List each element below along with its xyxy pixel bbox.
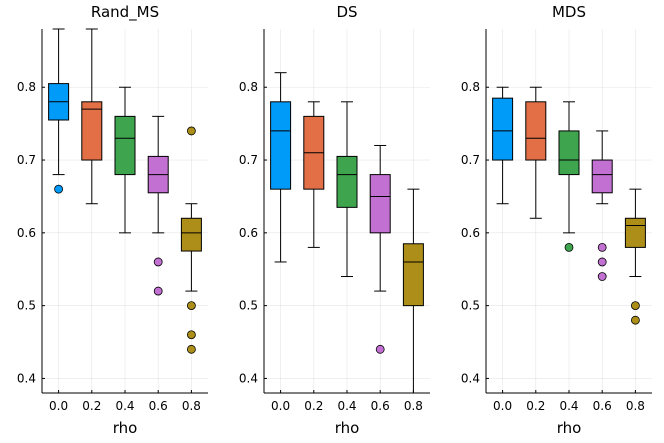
- box-0.2: [81, 28, 103, 205]
- iqr-box: [591, 159, 613, 194]
- y-tick-label: 0.7: [461, 153, 480, 167]
- iqr-box: [558, 130, 580, 176]
- x-tick-label: 0.2: [526, 399, 545, 413]
- box-0.4: [558, 101, 580, 252]
- iqr-box: [81, 101, 103, 161]
- y-tick-label: 0.4: [461, 371, 480, 385]
- iqr-box: [369, 174, 391, 234]
- y-tick-label: 0.7: [239, 153, 258, 167]
- x-tick-label: 0.2: [304, 399, 323, 413]
- outlier-point: [631, 315, 640, 325]
- iqr-box: [624, 217, 646, 248]
- box-0.6: [369, 144, 391, 354]
- y-tick-label: 0.6: [17, 226, 36, 240]
- x-tick-label: 0.6: [149, 399, 168, 413]
- y-tick-label: 0.8: [461, 80, 480, 94]
- outlier-point: [153, 257, 163, 267]
- outlier-point: [597, 272, 607, 281]
- x-tick-label: 0.2: [82, 399, 101, 413]
- outlier-point: [631, 301, 640, 311]
- box-0.2: [303, 101, 325, 248]
- subplot-title: MDS: [552, 3, 586, 21]
- x-tick-label: 0.8: [626, 399, 645, 413]
- outlier-point: [564, 242, 574, 252]
- x-tick-label: 0.0: [271, 399, 290, 413]
- box-0.4: [336, 101, 358, 278]
- y-tick-label: 0.4: [17, 371, 36, 385]
- outlier-point: [153, 286, 163, 296]
- box-0.0: [270, 72, 292, 263]
- iqr-box: [270, 101, 292, 190]
- iqr-box: [114, 115, 136, 176]
- box-0.8: [624, 188, 646, 325]
- outlier-point: [597, 242, 607, 252]
- outlier-point: [186, 301, 196, 311]
- x-tick-label: 0.8: [182, 399, 201, 413]
- box-0.0: [48, 28, 70, 194]
- subplot-title: DS: [336, 3, 357, 21]
- iqr-box: [180, 217, 202, 252]
- x-tick-label: 0.0: [49, 399, 68, 413]
- outlier-point: [186, 344, 196, 354]
- subplot-ds: 0.4 0.5 0.6 0.7 0.8 0.0 0.2 0.4 0.6 0.8 DS rho: [239, 3, 430, 437]
- box-0.8: [402, 188, 424, 394]
- x-axis-label: rho: [557, 419, 582, 437]
- x-tick-label: 0.0: [493, 399, 512, 413]
- box-0.6: [147, 115, 169, 296]
- y-tick-label: 0.8: [17, 80, 36, 94]
- iqr-box: [402, 243, 424, 307]
- box-0.6: [591, 130, 613, 281]
- y-tick-label: 0.5: [17, 299, 36, 313]
- box-0.4: [114, 86, 136, 234]
- y-tick-label: 0.5: [461, 299, 480, 313]
- y-tick-label: 0.6: [461, 226, 480, 240]
- outlier-point: [186, 330, 196, 340]
- y-tick-label: 0.4: [239, 371, 258, 385]
- x-tick-label: 0.6: [371, 399, 390, 413]
- subplot-mds: 0.4 0.5 0.6 0.7 0.8 0.0 0.2 0.4 0.6 0.8 MDS rho: [461, 3, 652, 437]
- y-tick-label: 0.6: [239, 226, 258, 240]
- outlier-point: [375, 344, 385, 354]
- box-0.2: [525, 86, 547, 219]
- x-tick-label: 0.4: [337, 399, 356, 413]
- iqr-box: [525, 101, 547, 161]
- y-tick-label: 0.7: [17, 153, 36, 167]
- box-0.8: [180, 126, 202, 354]
- outlier-point: [186, 126, 196, 136]
- box-0.0: [492, 86, 514, 205]
- subplot-title: Rand_MS: [91, 3, 159, 22]
- outlier-point: [597, 257, 607, 267]
- outlier-point: [54, 184, 63, 194]
- x-tick-label: 0.6: [593, 399, 612, 413]
- iqr-box: [492, 97, 514, 161]
- x-tick-label: 0.4: [559, 399, 578, 413]
- x-axis-label: rho: [113, 419, 138, 437]
- y-tick-label: 0.8: [239, 80, 258, 94]
- y-tick-label: 0.5: [239, 299, 258, 313]
- x-axis-label: rho: [335, 419, 360, 437]
- iqr-box: [336, 155, 358, 208]
- x-tick-label: 0.8: [404, 399, 423, 413]
- x-tick-label: 0.4: [115, 399, 134, 413]
